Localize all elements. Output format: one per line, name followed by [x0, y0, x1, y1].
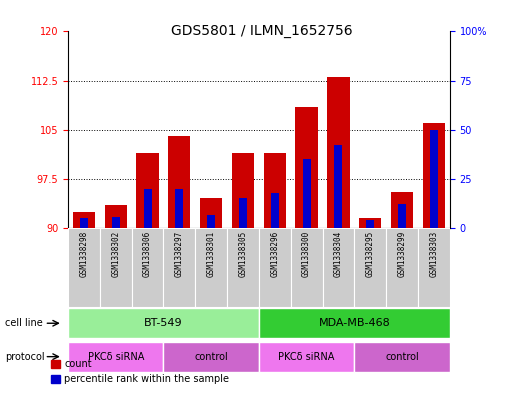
Text: MDA-MB-468: MDA-MB-468 — [319, 318, 390, 328]
Text: GSM1338299: GSM1338299 — [397, 230, 406, 277]
Bar — [430, 130, 438, 228]
Bar — [105, 205, 127, 228]
Bar — [232, 152, 254, 228]
Text: BT-549: BT-549 — [144, 318, 183, 328]
Bar — [259, 308, 450, 338]
Text: control: control — [385, 352, 419, 362]
Text: GSM1338303: GSM1338303 — [429, 230, 438, 277]
Bar — [423, 123, 445, 228]
Bar — [112, 217, 120, 228]
Bar — [295, 107, 318, 228]
Bar — [264, 152, 286, 228]
Bar — [271, 193, 279, 228]
Bar — [327, 77, 349, 228]
Bar — [323, 228, 355, 307]
Bar — [418, 228, 450, 307]
Text: GSM1338300: GSM1338300 — [302, 230, 311, 277]
Bar — [355, 342, 450, 372]
Bar — [163, 342, 259, 372]
Bar — [259, 228, 291, 307]
Text: GDS5801 / ILMN_1652756: GDS5801 / ILMN_1652756 — [170, 24, 353, 38]
Bar — [168, 136, 190, 228]
Text: cell line: cell line — [5, 318, 43, 328]
Bar — [355, 228, 386, 307]
Text: GSM1338305: GSM1338305 — [238, 230, 247, 277]
Bar — [175, 189, 184, 228]
Text: GSM1338304: GSM1338304 — [334, 230, 343, 277]
Bar — [137, 152, 158, 228]
Bar — [68, 342, 163, 372]
Bar — [239, 198, 247, 228]
Bar — [68, 228, 100, 307]
Bar — [163, 228, 195, 307]
Bar — [200, 198, 222, 228]
Text: GSM1338295: GSM1338295 — [366, 230, 375, 277]
Text: PKCδ siRNA: PKCδ siRNA — [278, 352, 335, 362]
Bar — [143, 189, 152, 228]
Bar — [359, 218, 381, 228]
Text: GSM1338306: GSM1338306 — [143, 230, 152, 277]
Bar — [334, 145, 343, 228]
Text: GSM1338301: GSM1338301 — [207, 230, 215, 277]
Text: GSM1338302: GSM1338302 — [111, 230, 120, 277]
Bar — [195, 228, 227, 307]
Bar — [207, 215, 215, 228]
Text: GSM1338297: GSM1338297 — [175, 230, 184, 277]
Bar — [386, 228, 418, 307]
Bar — [132, 228, 163, 307]
Bar — [259, 342, 355, 372]
Bar — [100, 228, 132, 307]
Text: GSM1338296: GSM1338296 — [270, 230, 279, 277]
Bar — [366, 220, 374, 228]
Bar — [291, 228, 323, 307]
Legend: count, percentile rank within the sample: count, percentile rank within the sample — [47, 356, 233, 388]
Text: GSM1338298: GSM1338298 — [79, 230, 88, 277]
Bar — [398, 204, 406, 228]
Text: control: control — [194, 352, 228, 362]
Bar — [80, 218, 88, 228]
Text: PKCδ siRNA: PKCδ siRNA — [87, 352, 144, 362]
Bar — [227, 228, 259, 307]
Text: protocol: protocol — [5, 352, 45, 362]
Bar — [68, 308, 259, 338]
Bar — [73, 211, 95, 228]
Bar — [391, 192, 413, 228]
Bar — [303, 159, 311, 228]
